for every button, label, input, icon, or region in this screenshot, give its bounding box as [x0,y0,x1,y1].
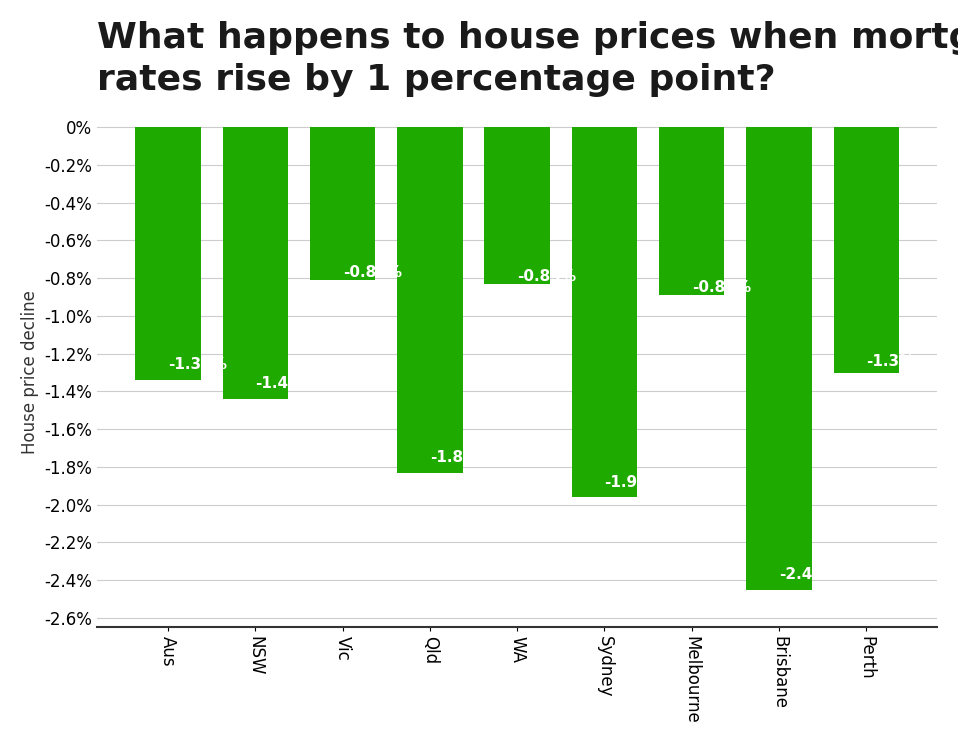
Text: -1.83%: -1.83% [430,450,489,465]
Text: -1.44%: -1.44% [256,376,314,391]
Bar [398,127,463,472]
Bar [572,127,637,497]
Text: -1.96%: -1.96% [604,475,664,489]
Text: -0.89%: -0.89% [692,280,751,295]
Bar [746,127,811,589]
Text: -2.45%: -2.45% [779,567,838,582]
Bar [833,127,899,372]
Text: -0.83%: -0.83% [517,269,577,284]
Bar [310,127,376,280]
Text: -0.81%: -0.81% [343,265,401,280]
Bar [659,127,724,295]
Text: -1.3%: -1.3% [866,354,915,369]
Y-axis label: House price decline: House price decline [21,291,39,454]
Bar [135,127,201,380]
Bar [485,127,550,284]
Text: -1.34%: -1.34% [169,358,227,372]
Bar [222,127,288,399]
Text: What happens to house prices when mortgage
rates rise by 1 percentage point?: What happens to house prices when mortga… [98,21,958,97]
